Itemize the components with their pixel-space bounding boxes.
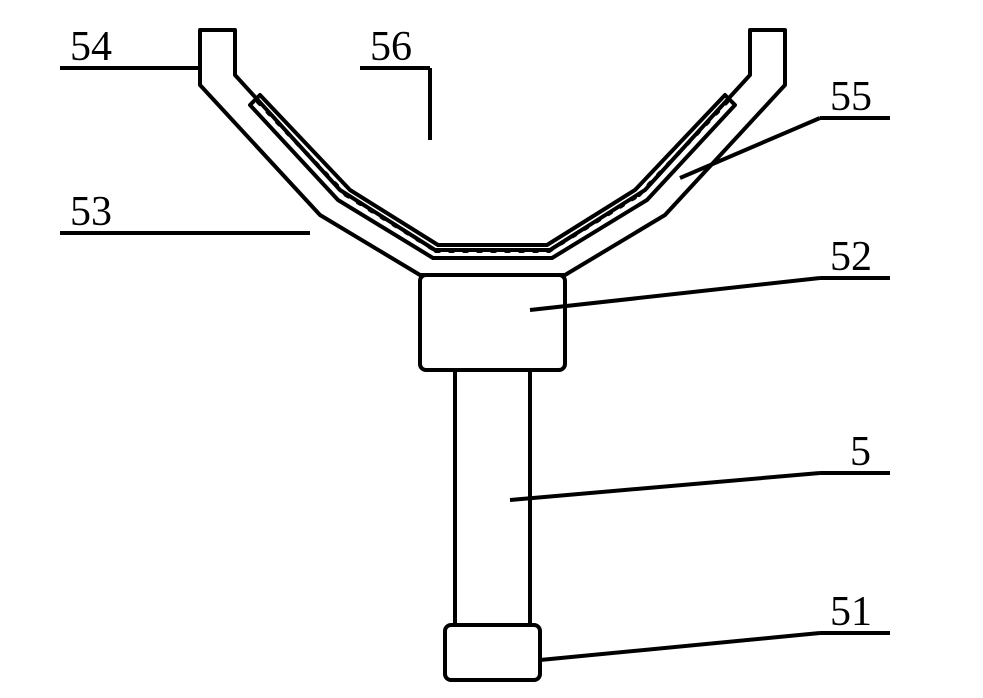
label-leader <box>510 473 820 500</box>
base-block <box>445 625 540 680</box>
label-53: 53 <box>70 189 112 235</box>
label-51: 51 <box>830 589 872 635</box>
cradle-outline <box>200 30 785 275</box>
device-figure <box>200 30 785 680</box>
upper-block <box>420 275 565 370</box>
label-54: 54 <box>70 24 112 70</box>
label-leader <box>530 278 820 310</box>
label-5: 5 <box>850 429 871 475</box>
label-55: 55 <box>830 74 872 120</box>
label-leader <box>540 633 820 660</box>
label-56: 56 <box>370 24 412 70</box>
label-52: 52 <box>830 234 872 280</box>
liner-outline <box>250 95 735 258</box>
